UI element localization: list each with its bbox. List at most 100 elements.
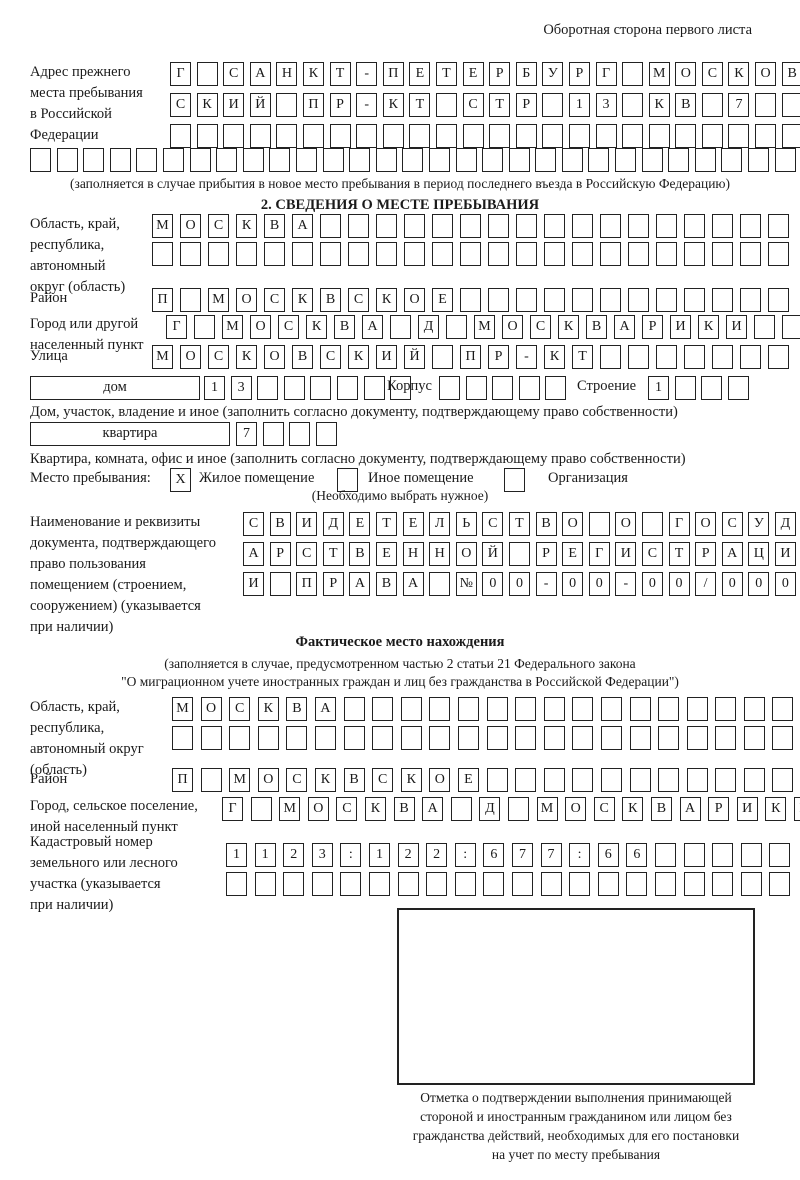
char-cell[interactable]	[336, 376, 358, 400]
char-cell[interactable]	[216, 148, 238, 172]
char-cell[interactable]	[674, 376, 696, 400]
char-cell[interactable]	[460, 242, 481, 266]
char-cell[interactable]: Е	[375, 542, 397, 566]
char-cell[interactable]	[276, 124, 298, 148]
char-cell[interactable]	[189, 148, 211, 172]
char-cell[interactable]: Р	[535, 542, 557, 566]
char-cell[interactable]	[236, 242, 257, 266]
char-cell[interactable]	[372, 726, 394, 750]
char-cell[interactable]	[588, 148, 610, 172]
char-cell[interactable]	[254, 872, 276, 896]
char-cell[interactable]: М	[648, 62, 670, 86]
char-cell[interactable]	[457, 697, 479, 721]
char-cell[interactable]	[409, 124, 431, 148]
char-cell[interactable]: Л	[429, 512, 451, 536]
char-cell[interactable]	[658, 726, 680, 750]
char-cell[interactable]	[455, 148, 477, 172]
char-cell[interactable]: П	[296, 572, 318, 596]
char-cell[interactable]: М	[208, 288, 229, 312]
char-cell[interactable]: Д	[479, 797, 501, 821]
char-cell[interactable]	[489, 124, 511, 148]
char-cell[interactable]: 7	[540, 843, 562, 867]
char-cell[interactable]: Г	[668, 512, 690, 536]
char-cell[interactable]: А	[614, 315, 635, 339]
char-cell[interactable]	[715, 697, 737, 721]
char-cell[interactable]: 1	[648, 376, 669, 400]
char-cell[interactable]: Г	[166, 315, 187, 339]
char-cell[interactable]: О	[502, 315, 523, 339]
char-cell[interactable]	[295, 148, 317, 172]
char-cell[interactable]	[544, 288, 565, 312]
char-cell[interactable]	[283, 376, 305, 400]
char-cell[interactable]	[686, 697, 708, 721]
char-cell[interactable]	[486, 697, 508, 721]
char-cell[interactable]	[432, 214, 453, 238]
char-cell[interactable]	[628, 214, 649, 238]
char-cell[interactable]: Е	[457, 768, 479, 792]
char-cell[interactable]: К	[364, 797, 386, 821]
char-cell[interactable]	[446, 315, 467, 339]
char-cell[interactable]	[656, 288, 677, 312]
char-cell[interactable]: В	[675, 93, 697, 117]
char-cell[interactable]: -	[356, 62, 378, 86]
char-cell[interactable]: -	[615, 572, 637, 596]
char-cell[interactable]	[515, 697, 537, 721]
char-cell[interactable]: Ц	[748, 542, 770, 566]
char-cell[interactable]	[727, 376, 749, 400]
char-cell[interactable]: К	[544, 345, 565, 369]
char-cell[interactable]	[641, 148, 663, 172]
char-cell[interactable]	[376, 242, 397, 266]
prev-address-row-3[interactable]	[170, 124, 800, 148]
char-cell[interactable]: Р	[329, 93, 351, 117]
char-cell[interactable]: О	[404, 288, 425, 312]
char-cell[interactable]	[772, 697, 794, 721]
char-cell[interactable]	[511, 872, 533, 896]
char-cell[interactable]: 3	[595, 93, 617, 117]
char-cell[interactable]	[686, 768, 708, 792]
actual-region-row-2[interactable]	[172, 726, 800, 750]
char-cell[interactable]	[515, 726, 537, 750]
char-cell[interactable]: М	[152, 345, 173, 369]
char-cell[interactable]	[311, 872, 333, 896]
char-cell[interactable]	[628, 288, 649, 312]
char-cell[interactable]	[629, 697, 651, 721]
char-cell[interactable]: В	[650, 797, 672, 821]
char-cell[interactable]	[597, 872, 619, 896]
char-cell[interactable]: А	[362, 315, 383, 339]
char-cell[interactable]: Д	[418, 315, 439, 339]
char-cell[interactable]: Т	[489, 93, 511, 117]
char-cell[interactable]	[641, 512, 663, 536]
char-cell[interactable]: 3	[230, 376, 252, 400]
char-cell[interactable]	[454, 872, 476, 896]
char-cell[interactable]: /	[695, 572, 717, 596]
char-cell[interactable]: Г	[595, 62, 617, 86]
char-cell[interactable]: Ь	[455, 512, 477, 536]
char-cell[interactable]	[675, 124, 697, 148]
char-cell[interactable]	[755, 93, 777, 117]
char-cell[interactable]	[622, 124, 644, 148]
char-cell[interactable]	[315, 422, 337, 446]
char-cell[interactable]	[768, 242, 789, 266]
char-cell[interactable]	[572, 726, 594, 750]
char-cell[interactable]: Р	[322, 572, 344, 596]
char-cell[interactable]	[654, 843, 676, 867]
char-cell[interactable]	[694, 148, 716, 172]
char-cell[interactable]	[622, 93, 644, 117]
char-cell[interactable]: О	[180, 214, 201, 238]
char-cell[interactable]	[629, 726, 651, 750]
char-cell[interactable]: В	[292, 345, 313, 369]
char-cell[interactable]: С	[721, 512, 743, 536]
char-cell[interactable]	[257, 726, 279, 750]
char-cell[interactable]	[397, 872, 419, 896]
char-cell[interactable]: Е	[432, 288, 453, 312]
char-cell[interactable]	[768, 345, 789, 369]
char-cell[interactable]: М	[279, 797, 301, 821]
char-cell[interactable]	[196, 62, 218, 86]
char-cell[interactable]	[683, 872, 705, 896]
char-cell[interactable]	[561, 148, 583, 172]
